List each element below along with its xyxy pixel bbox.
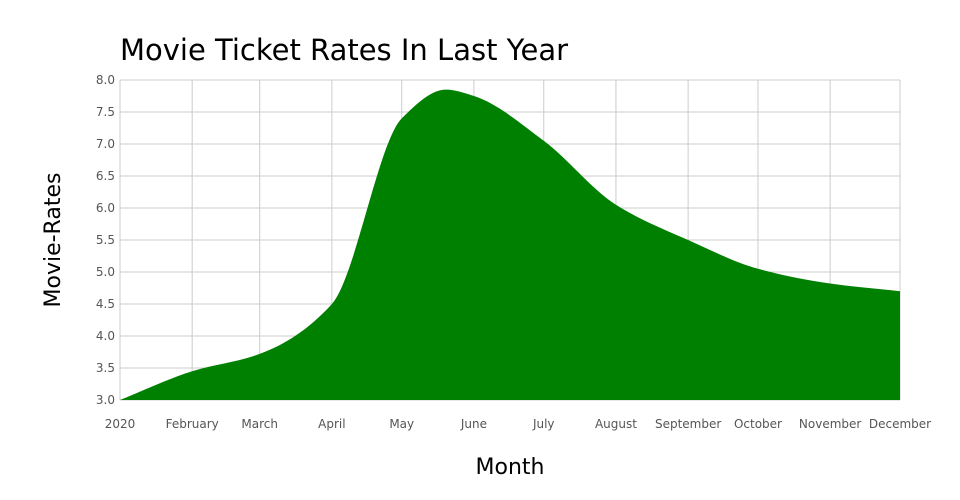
- x-tick-label: May: [389, 417, 414, 431]
- y-tick-label: 4.5: [96, 297, 115, 311]
- y-axis-title: Movie-Rates: [41, 173, 66, 308]
- x-tick-label: April: [318, 417, 345, 431]
- x-tick-label: November: [799, 417, 861, 431]
- y-tick-label: 5.0: [96, 265, 115, 279]
- y-tick-label: 8.0: [96, 73, 115, 87]
- area-layer: [120, 89, 900, 400]
- y-tick-label: 7.5: [96, 105, 115, 119]
- y-tick-label: 3.0: [96, 393, 115, 407]
- x-tick-label: December: [869, 417, 931, 431]
- y-tick-label: 7.0: [96, 137, 115, 151]
- x-tick-label: September: [655, 417, 721, 431]
- x-tick-label: August: [595, 417, 637, 431]
- y-tick-label: 6.0: [96, 201, 115, 215]
- y-tick-label: 6.5: [96, 169, 115, 183]
- y-tick-label: 5.5: [96, 233, 115, 247]
- area-series: [120, 89, 900, 400]
- y-tick-labels: 3.0 3.5 4.0 4.5 5.0 5.5 6.0 6.5 7.0 7.5 8.0: [96, 73, 115, 407]
- x-tick-label: March: [241, 417, 278, 431]
- x-tick-labels: 2020 February March April May June July August S…: [105, 417, 931, 431]
- y-tick-label: 3.5: [96, 361, 115, 375]
- x-axis-title: Month: [476, 455, 545, 480]
- x-tick-label: June: [460, 417, 487, 431]
- x-tick-label: 2020: [105, 417, 136, 431]
- x-tick-label: July: [532, 417, 555, 431]
- y-tick-label: 4.0: [96, 329, 115, 343]
- x-tick-label: February: [166, 417, 219, 431]
- chart-title: Movie Ticket Rates In Last Year: [120, 33, 568, 67]
- x-tick-label: October: [734, 417, 782, 431]
